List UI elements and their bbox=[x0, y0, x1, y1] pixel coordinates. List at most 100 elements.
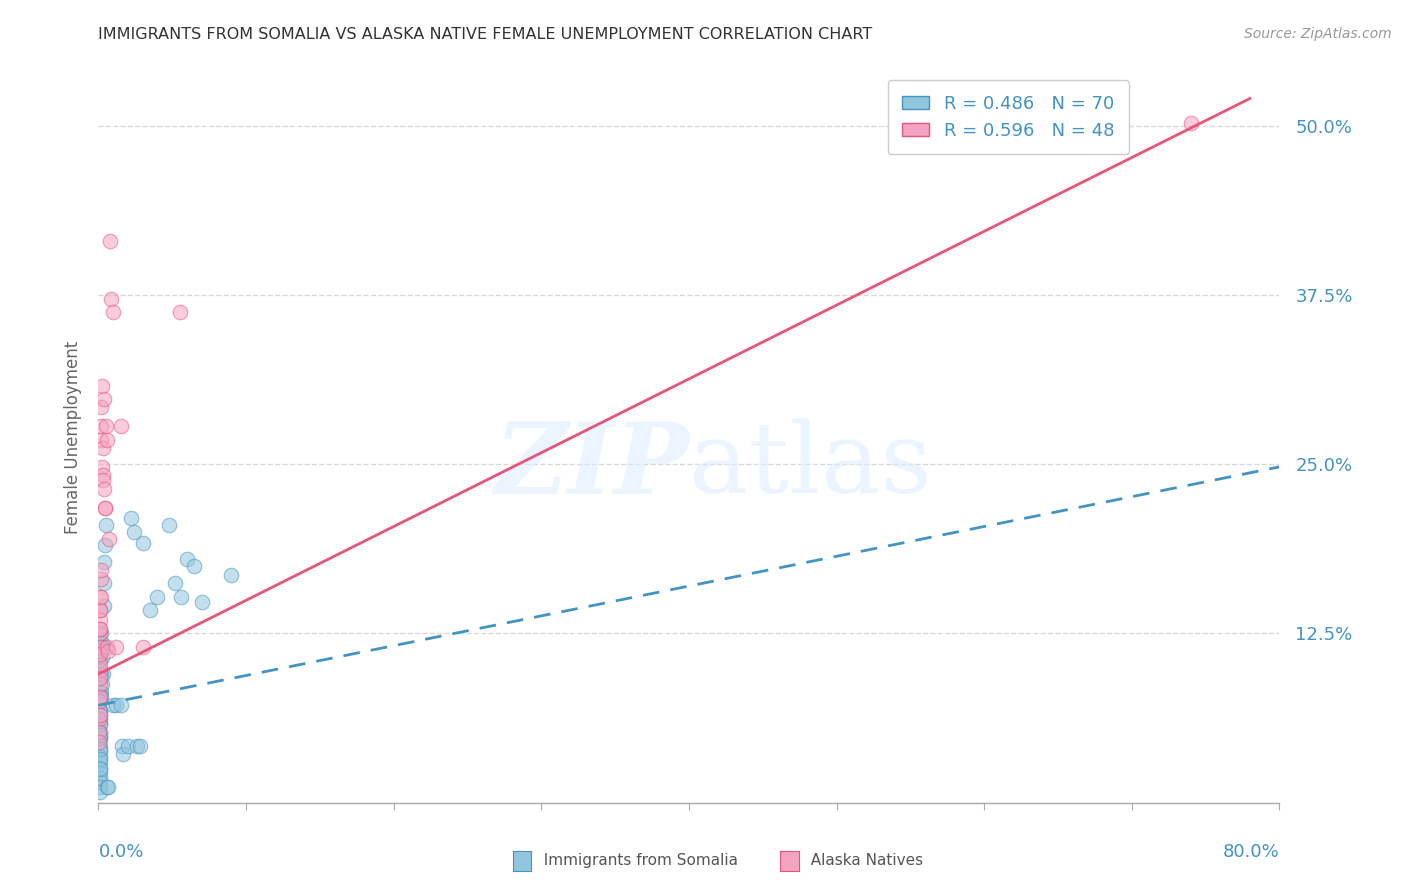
Point bbox=[89, 762, 111, 776]
Point bbox=[97, 644, 120, 658]
Point bbox=[89, 663, 111, 677]
Point bbox=[132, 640, 155, 654]
Legend: R = 0.486   N = 70, R = 0.596   N = 48: R = 0.486 N = 70, R = 0.596 N = 48 bbox=[887, 80, 1129, 154]
Text: Source: ZipAtlas.com: Source: ZipAtlas.com bbox=[1244, 27, 1392, 41]
Point bbox=[146, 590, 169, 604]
Text: ZIP: ZIP bbox=[494, 418, 689, 515]
Point bbox=[89, 636, 111, 650]
Point bbox=[128, 739, 150, 753]
Point bbox=[90, 640, 112, 654]
Point bbox=[110, 698, 132, 713]
Point bbox=[89, 694, 111, 708]
Point bbox=[89, 725, 111, 739]
Point bbox=[90, 401, 112, 415]
Point bbox=[89, 749, 111, 764]
Point bbox=[89, 640, 111, 654]
Point bbox=[165, 576, 187, 591]
Point bbox=[94, 538, 117, 552]
Point bbox=[89, 717, 111, 731]
Point bbox=[89, 780, 111, 794]
Text: 0.0%: 0.0% bbox=[98, 843, 143, 861]
Point bbox=[100, 292, 122, 306]
Point bbox=[90, 667, 112, 681]
Point bbox=[91, 667, 114, 681]
Point bbox=[93, 482, 115, 496]
Point bbox=[89, 647, 111, 661]
Point bbox=[89, 644, 111, 658]
Point bbox=[89, 725, 111, 739]
Point bbox=[91, 640, 114, 654]
Text: Immigrants from Somalia: Immigrants from Somalia bbox=[534, 854, 738, 868]
Point bbox=[93, 555, 115, 569]
Point bbox=[89, 690, 111, 705]
Point bbox=[89, 603, 111, 617]
Point bbox=[176, 552, 198, 566]
Point bbox=[96, 433, 118, 447]
Point bbox=[89, 704, 111, 718]
Point bbox=[90, 419, 112, 434]
Point bbox=[89, 676, 111, 690]
Point bbox=[90, 563, 112, 577]
Point bbox=[125, 739, 148, 753]
Point bbox=[89, 717, 111, 731]
Point bbox=[111, 739, 134, 753]
Point bbox=[139, 603, 162, 617]
Point bbox=[94, 500, 117, 515]
Point bbox=[89, 649, 111, 664]
Point bbox=[110, 419, 132, 434]
Point bbox=[91, 441, 114, 455]
Point bbox=[89, 731, 111, 745]
Point bbox=[89, 712, 111, 726]
Point bbox=[89, 712, 111, 726]
Point bbox=[89, 739, 111, 753]
Point bbox=[89, 704, 111, 718]
Point bbox=[89, 613, 111, 627]
Point bbox=[89, 690, 111, 705]
Point bbox=[98, 234, 121, 248]
Point bbox=[91, 636, 114, 650]
Point bbox=[89, 766, 111, 780]
Point bbox=[132, 535, 155, 549]
Point bbox=[89, 623, 111, 637]
Point bbox=[90, 433, 112, 447]
Point bbox=[89, 657, 111, 672]
Point bbox=[90, 684, 112, 698]
Point bbox=[183, 558, 205, 573]
Point bbox=[93, 599, 115, 614]
Point bbox=[89, 590, 111, 604]
Point bbox=[94, 518, 117, 533]
Point bbox=[93, 392, 115, 406]
Text: Alaska Natives: Alaska Natives bbox=[801, 854, 924, 868]
Point bbox=[90, 590, 112, 604]
Point bbox=[89, 735, 111, 749]
Point bbox=[94, 419, 117, 434]
Text: atlas: atlas bbox=[689, 418, 932, 514]
Point bbox=[105, 698, 128, 713]
Text: IMMIGRANTS FROM SOMALIA VS ALASKA NATIVE FEMALE UNEMPLOYMENT CORRELATION CHART: IMMIGRANTS FROM SOMALIA VS ALASKA NATIVE… bbox=[98, 27, 873, 42]
Point bbox=[89, 667, 111, 681]
Point bbox=[91, 474, 114, 488]
Point bbox=[122, 524, 145, 539]
Point bbox=[90, 626, 112, 640]
Point bbox=[90, 378, 112, 392]
Point bbox=[89, 761, 111, 775]
Point bbox=[97, 532, 120, 546]
Point bbox=[89, 752, 111, 766]
Point bbox=[170, 590, 193, 604]
Text: 80.0%: 80.0% bbox=[1223, 843, 1279, 861]
Point bbox=[89, 731, 111, 745]
Point bbox=[93, 576, 115, 591]
Point bbox=[89, 728, 111, 742]
Point bbox=[89, 741, 111, 756]
Point bbox=[89, 626, 111, 640]
Point bbox=[191, 595, 214, 609]
Point bbox=[1180, 116, 1202, 130]
Point bbox=[91, 468, 114, 483]
Point bbox=[157, 518, 180, 533]
Point bbox=[96, 640, 118, 654]
Point bbox=[90, 667, 112, 681]
Point bbox=[103, 305, 125, 319]
Point bbox=[91, 676, 114, 690]
Point bbox=[96, 780, 118, 794]
Point bbox=[89, 744, 111, 758]
